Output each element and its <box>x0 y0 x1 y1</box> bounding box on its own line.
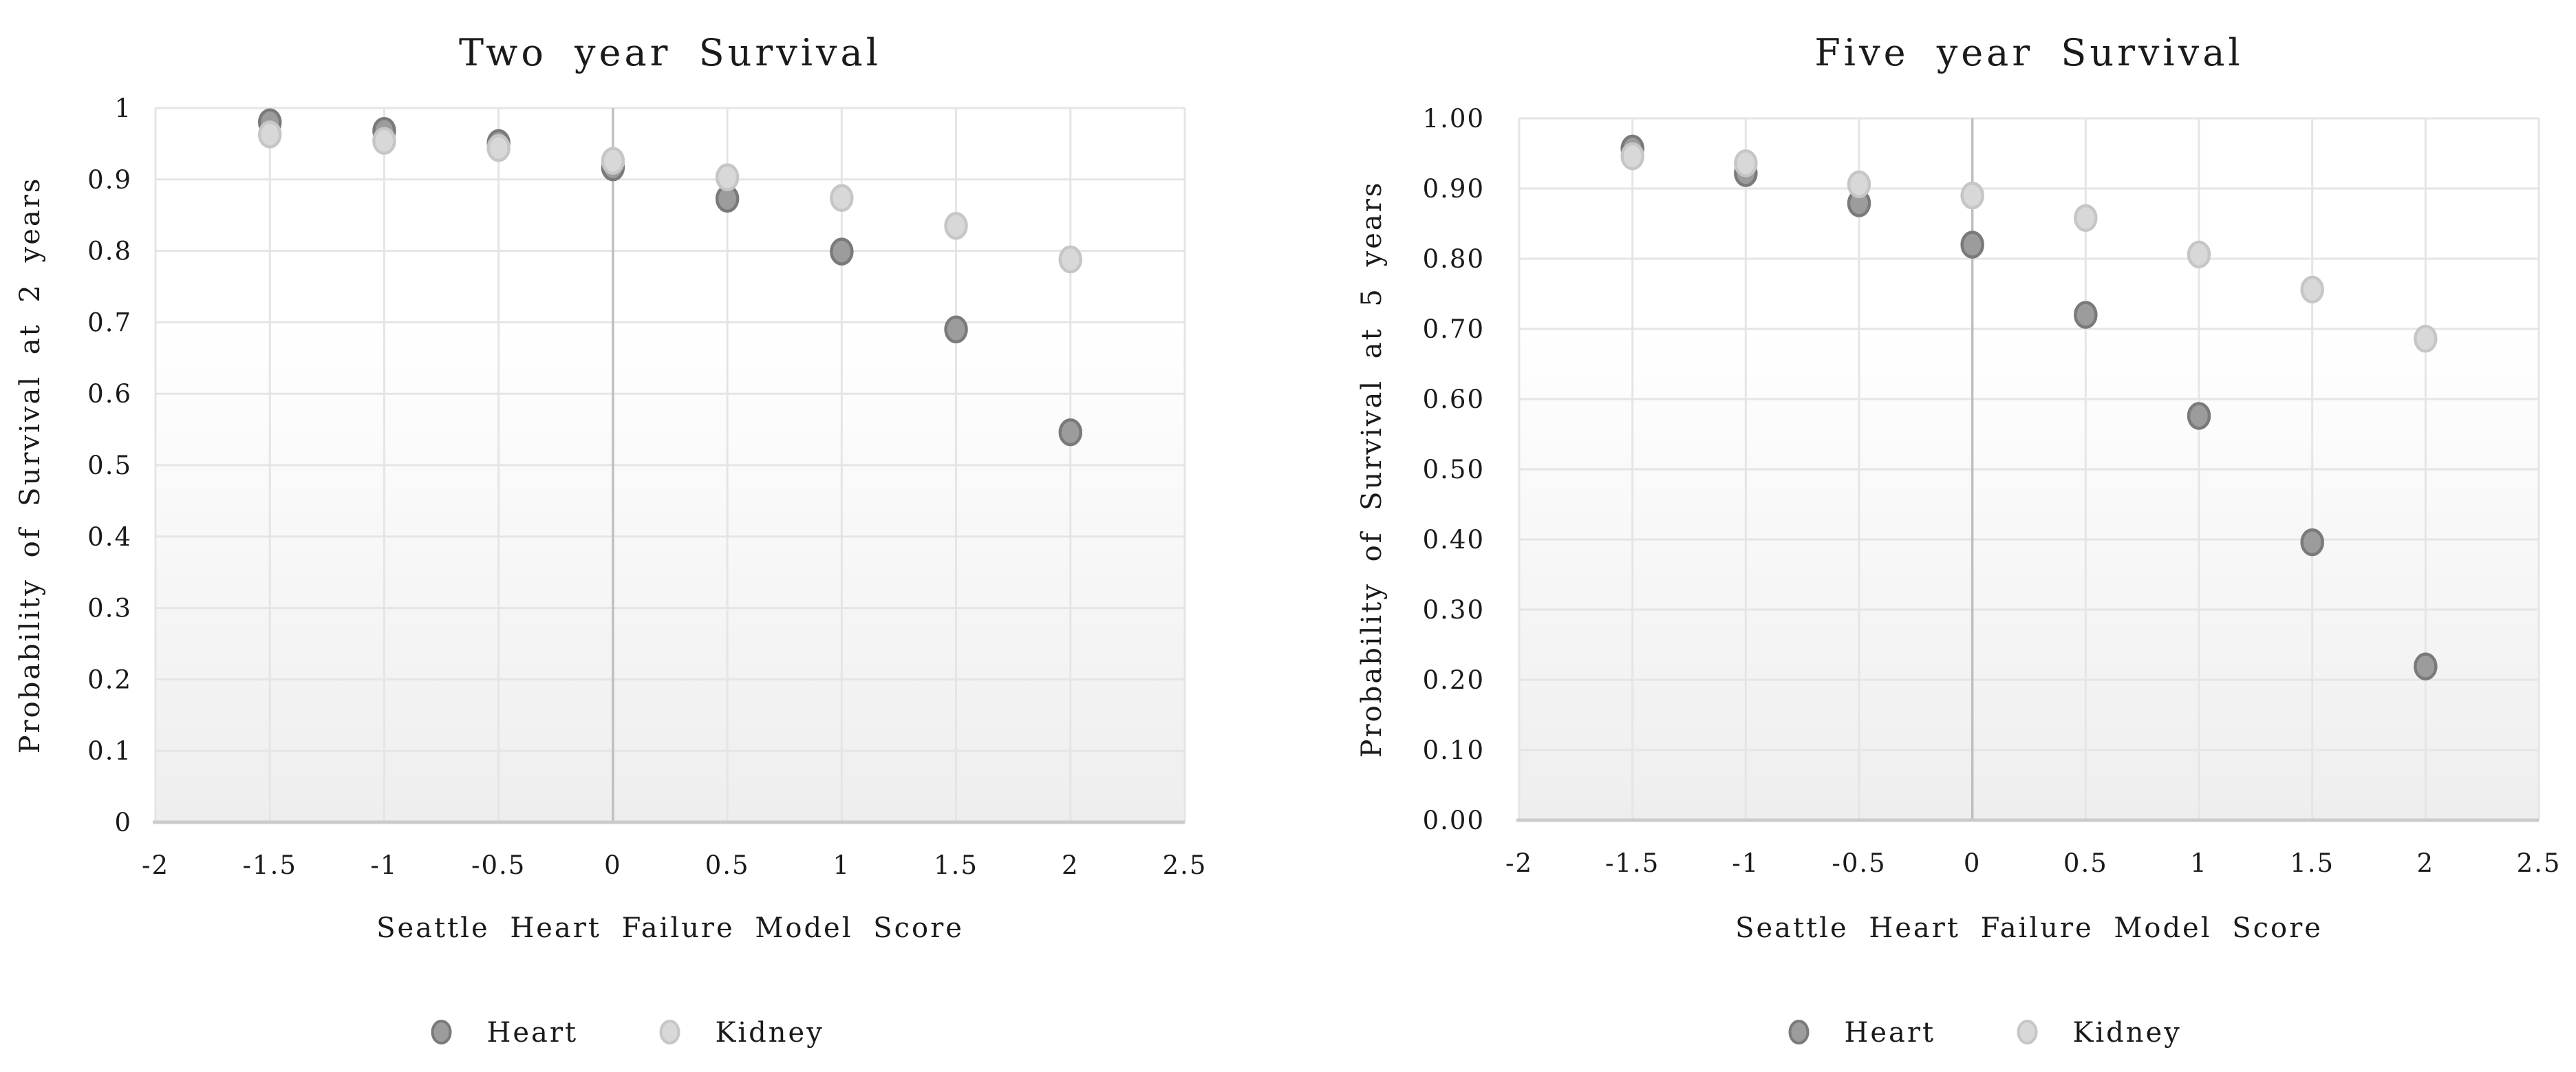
data-point-kidney <box>372 127 396 155</box>
x-tick-label: 0.5 <box>2063 848 2108 878</box>
data-point-heart <box>944 315 968 344</box>
y-tick-label: 0.5 <box>87 451 132 480</box>
two-year-survival-panel: Two year Survival 1 0.9 0.8 0.7 0.6 0.5 0.4 0.3 0… <box>14 31 1208 1049</box>
legend-label: Kidney <box>716 1017 824 1049</box>
x-tick-label: 0.5 <box>705 850 750 880</box>
x-tick-label: 1.5 <box>934 850 978 880</box>
data-point-kidney <box>715 163 740 191</box>
data-point-kidney <box>1734 149 1758 178</box>
x-tick-label: 1 <box>833 850 851 880</box>
x-tick-label: 0 <box>1964 848 1982 878</box>
y-tick-label: 0.00 <box>1423 806 1485 835</box>
x-tick-label: 2 <box>2417 848 2435 878</box>
y-tick-label: 0.80 <box>1423 244 1485 274</box>
series-kidney <box>257 120 1083 274</box>
y-tick-label: 0.9 <box>87 165 132 195</box>
y-tick-label: 0.60 <box>1423 385 1485 414</box>
x-tick-label: 1.5 <box>2290 848 2334 878</box>
data-point-heart <box>2414 652 2438 680</box>
y-tick-label: 0.50 <box>1423 455 1485 484</box>
data-point-kidney <box>1960 181 1984 210</box>
y-tick-label: 0.10 <box>1423 736 1485 765</box>
x-tick-label: -2 <box>142 850 169 880</box>
legend-label: Heart <box>1845 1017 1936 1049</box>
data-point-kidney <box>1847 170 1871 199</box>
data-point-kidney <box>2074 204 2098 233</box>
legend-marker-kidney-icon <box>659 1020 680 1044</box>
x-tick-label: -0.5 <box>471 850 526 880</box>
x-tick-label: -1.5 <box>243 850 297 880</box>
y-tick-label: 0.7 <box>87 308 132 337</box>
series-heart <box>1620 134 2438 680</box>
x-tick-label: 2.5 <box>2517 848 2562 878</box>
y-tick-label: 0.6 <box>87 379 132 409</box>
y-tick-label: 0.70 <box>1423 314 1485 344</box>
legend-item-kidney: Kidney <box>659 1017 824 1049</box>
data-point-kidney <box>257 120 282 149</box>
legend-marker-kidney-icon <box>2017 1020 2038 1044</box>
y-tick-label: 1 <box>114 94 132 123</box>
two-year-survival-chart: Two year Survival 1 0.9 0.8 0.7 0.6 0.5 0.4 0.3 0… <box>14 31 1208 1049</box>
y-tick-label: 0 <box>114 808 132 837</box>
data-point-kidney <box>830 184 854 213</box>
y-tick-label: 0.3 <box>87 594 132 623</box>
data-point-kidney <box>2414 325 2438 353</box>
data-point-kidney <box>601 147 625 175</box>
series-kidney <box>1620 142 2438 353</box>
y-tick-label: 0.20 <box>1423 665 1485 695</box>
y-tick-label: 0.8 <box>87 237 132 266</box>
y-tick-label: 0.2 <box>87 665 132 694</box>
data-point-heart <box>2187 402 2211 430</box>
gridlines <box>1518 117 2540 820</box>
y-tick-label: 0.90 <box>1423 174 1485 204</box>
chart-title: Five year Survival <box>1814 31 2243 74</box>
y-tick-label: 0.30 <box>1423 595 1485 625</box>
x-tick-label: 0 <box>604 850 622 880</box>
y-tick-label: 0.40 <box>1423 525 1485 555</box>
legend-item-kidney: Kidney <box>2017 1017 2182 1049</box>
data-point-kidney <box>2187 240 2211 269</box>
x-tick-label: -1 <box>1732 848 1759 878</box>
y-tick-label: 0.1 <box>87 736 132 766</box>
data-point-kidney <box>1620 142 1644 171</box>
x-tick-label: -1 <box>370 850 398 880</box>
data-point-heart <box>1058 418 1083 447</box>
five-year-survival-panel: Five year Survival 1.00 0.90 0.80 0.70 0.60 0.… <box>1288 0 2576 1072</box>
x-tick-label: 2 <box>1062 850 1080 880</box>
y-axis-title: Probability of Survival at 5 years <box>1356 181 1388 758</box>
x-axis-title: Seattle Heart Failure Model Score <box>1735 912 2323 944</box>
five-year-survival-chart: Five year Survival 1.00 0.90 0.80 0.70 0.60 0.… <box>1356 31 2562 1049</box>
x-tick-label: -1.5 <box>1605 848 1660 878</box>
legend: Heart Kidney <box>431 1017 824 1049</box>
data-point-kidney <box>1058 245 1083 274</box>
legend-item-heart: Heart <box>431 1017 579 1049</box>
y-tick-label: 0.4 <box>87 522 132 552</box>
x-tick-label: -2 <box>1505 848 1533 878</box>
data-point-kidney <box>944 212 968 240</box>
legend: Heart Kidney <box>1788 1017 2182 1049</box>
data-point-heart <box>2300 528 2324 557</box>
data-point-heart <box>830 237 854 266</box>
data-point-heart <box>2074 301 2098 329</box>
y-tick-label: 1.00 <box>1423 104 1485 133</box>
y-axis-title: Probability of Survival at 2 years <box>14 177 46 754</box>
data-point-kidney <box>486 133 511 162</box>
legend-label: Heart <box>487 1017 579 1049</box>
legend-label: Kidney <box>2073 1017 2182 1049</box>
legend-item-heart: Heart <box>1788 1017 1936 1049</box>
gridlines <box>154 107 1186 822</box>
x-tick-label: 1 <box>2190 848 2208 878</box>
legend-marker-heart-icon <box>1788 1020 1810 1044</box>
data-point-kidney <box>2300 275 2324 304</box>
data-point-heart <box>1960 231 1984 259</box>
x-tick-label: 2.5 <box>1163 850 1208 880</box>
x-tick-label: -0.5 <box>1832 848 1886 878</box>
x-axis-title: Seattle Heart Failure Model Score <box>376 912 964 944</box>
chart-title: Two year Survival <box>459 31 881 74</box>
legend-marker-heart-icon <box>431 1020 452 1044</box>
